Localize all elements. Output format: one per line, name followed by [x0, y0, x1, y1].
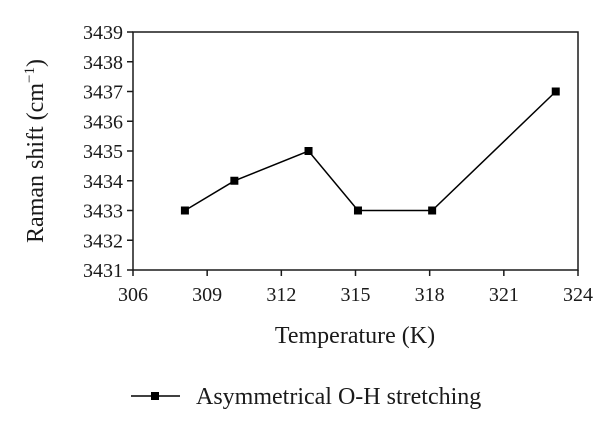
data-point-marker	[353, 206, 362, 215]
y-axis-title: Raman shift (cm−1)	[22, 59, 49, 243]
data-point-marker	[304, 147, 313, 155]
x-tick-label: 321	[489, 284, 519, 306]
plot-area-frame	[132, 31, 579, 271]
data-point-marker	[428, 206, 437, 215]
y-tick-label: 3434	[83, 171, 123, 193]
y-axis-title-main: Raman shift (cm	[23, 83, 49, 243]
data-point-marker	[230, 176, 239, 185]
y-tick-label: 3433	[83, 201, 123, 223]
series-layer	[180, 87, 560, 215]
x-tick-label: 309	[192, 284, 222, 306]
x-tick-label: 318	[415, 284, 445, 306]
data-point-marker	[551, 87, 560, 96]
y-tick-label: 3435	[83, 141, 123, 163]
x-axis: 306 309 312 315 318 321 324	[118, 270, 593, 306]
x-tick-label: 324	[563, 284, 593, 306]
y-tick-label: 3439	[83, 22, 123, 44]
y-tick-label: 3436	[83, 111, 123, 133]
y-tick-label: 3437	[83, 82, 123, 104]
series-line	[184, 90, 557, 212]
x-tick-label: 312	[266, 284, 296, 306]
y-tick-label: 3431	[83, 260, 123, 282]
x-tick-label: 315	[341, 284, 371, 306]
data-point-marker	[180, 206, 189, 215]
y-axis: 3431 3432 3433 3434 3435 3436 3437 3438 3439	[83, 22, 133, 282]
legend-square-marker	[151, 392, 159, 400]
y-axis-title-superscript: −1	[22, 67, 38, 83]
legend-label: Asymmetrical O-H stretching	[196, 384, 481, 410]
x-tick-label: 306	[118, 284, 148, 306]
y-axis-title-close: )	[23, 59, 49, 67]
legend: Asymmetrical O-H stretching	[131, 384, 481, 410]
x-axis-title: Temperature (K)	[275, 323, 435, 349]
y-tick-label: 3432	[83, 230, 123, 252]
y-tick-label: 3438	[83, 52, 123, 74]
